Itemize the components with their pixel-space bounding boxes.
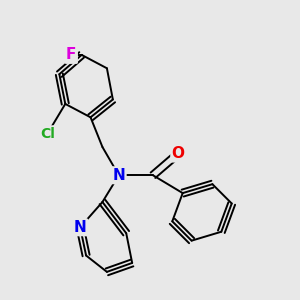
Text: N: N	[74, 220, 86, 235]
Text: N: N	[112, 168, 125, 183]
Text: F: F	[66, 47, 76, 62]
Text: O: O	[172, 146, 185, 161]
Text: Cl: Cl	[40, 127, 55, 141]
